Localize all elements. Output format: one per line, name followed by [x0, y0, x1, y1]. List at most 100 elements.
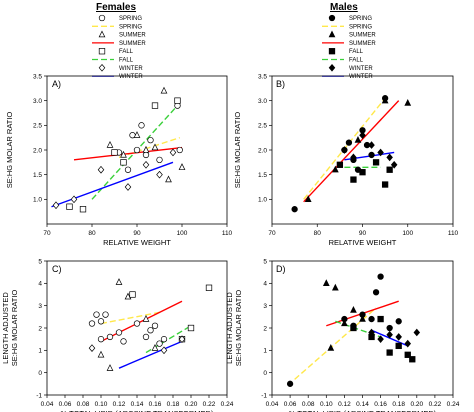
y-tick-label: 2.0 [33, 147, 42, 154]
x-tick-label: 0.06 [59, 401, 72, 408]
y-tick-label: 4 [38, 281, 42, 288]
panel-d: 0.04 0.06 0.08 0.10 0.12 0.14 0.16 0.18 0.20 0.22… [225, 258, 460, 412]
winter-point [413, 328, 421, 337]
winter-point [124, 183, 132, 191]
fall-point [187, 324, 195, 332]
y-tick-label: 1.5 [258, 172, 267, 179]
x-tick-label: 0.18 [392, 401, 405, 408]
spring-point [160, 336, 168, 343]
x-tick-label: 80 [88, 230, 96, 237]
y-tick-label: 1 [263, 348, 267, 355]
x-tick-label: 0.10 [95, 401, 108, 408]
spring-point [372, 289, 380, 296]
winter-fit-line [51, 161, 174, 208]
x-tick-label: 0.04 [266, 401, 279, 408]
fall-point [129, 291, 136, 298]
legend-triangle-marker [328, 30, 336, 38]
panel-label: C) [52, 264, 62, 274]
legend-square-marker [98, 48, 106, 55]
spring-point [138, 122, 145, 129]
x-tick-label: 110 [222, 230, 233, 237]
summer-point [133, 131, 141, 138]
winter-point [377, 335, 384, 344]
summer-point [151, 143, 159, 151]
winter-point [377, 148, 384, 157]
x-tick-label: 0.08 [302, 401, 315, 408]
panel-b: 70 80 90 100 110 1.0 1.5 2.0 2.5 3.0 3.5 RELATIVE W… [233, 73, 459, 247]
winter-point [395, 333, 402, 341]
y-axis-label: SE:HG MOLAR RATIO [233, 112, 242, 189]
legend-label: SPRING [349, 24, 372, 30]
summer-point [331, 283, 339, 291]
panel-a: 70 80 90 100 110 1.0 1.5 2.0 2.5 3.0 3.5 RELATIVE W… [5, 73, 233, 247]
legend-label: WINTER [349, 66, 373, 72]
summer-fit-line [73, 146, 183, 161]
legend-label: SUMMER [119, 41, 146, 47]
spring-point [368, 151, 375, 159]
winter-point [142, 160, 150, 169]
legend-label: SUMMER [349, 41, 376, 47]
spring-point [115, 329, 123, 336]
y-tick-label: 3.5 [33, 73, 42, 80]
winter-point [169, 148, 177, 157]
y-tick-label: 0 [263, 370, 267, 377]
winter-point [368, 141, 375, 149]
x-tick-label: 0.10 [320, 401, 333, 408]
y-axis-label: LENGTH ADJUSTED [225, 292, 234, 364]
legend-label: SPRING [349, 16, 372, 22]
y-axis-label-line2: SE:HG MOLAR RATIO [234, 290, 243, 367]
x-axis-label: RELATIVE WEIGHT [103, 238, 171, 247]
summer-fit-line [100, 300, 183, 343]
legend-label: FALL [349, 58, 364, 64]
y-tick-label: 3 [38, 303, 42, 310]
legend-diamond-marker [328, 63, 336, 72]
summer-point [142, 314, 150, 322]
spring-point [147, 327, 154, 334]
winter-point [404, 339, 412, 348]
y-tick-label: 1.5 [33, 172, 42, 179]
fall-point [79, 206, 87, 213]
males-legend: SPRING SPRING SUMMER SUMMER FALL FALL WINTER WI… [322, 14, 376, 80]
legend-square-marker [328, 48, 336, 55]
summer-point [327, 344, 335, 351]
panel-label: D) [276, 264, 286, 274]
winter-point [160, 346, 168, 355]
summer-point [304, 195, 312, 202]
y-tick-label: 2.5 [258, 123, 267, 130]
summer-point [354, 136, 362, 143]
winter-point [156, 170, 163, 179]
x-tick-label: 0.22 [203, 401, 216, 408]
summer-point [106, 364, 114, 371]
y-axis-label: LENGTH ADJUSTED [1, 292, 10, 364]
summer-point [97, 350, 105, 358]
winter-point [390, 160, 398, 169]
x-tick-label: 0.16 [149, 401, 162, 408]
fall-point [120, 159, 127, 166]
legend-label: WINTER [119, 74, 143, 80]
spring-point [133, 320, 141, 327]
summer-point [331, 165, 339, 173]
summer-point [151, 344, 159, 351]
panel-label: A) [52, 79, 61, 89]
y-tick-label: 5 [263, 258, 267, 265]
spring-point [133, 146, 141, 154]
spring-point [142, 333, 150, 341]
fall-point [205, 284, 213, 291]
legend-label: SUMMER [119, 33, 146, 39]
y-tick-label: -1 [36, 392, 42, 399]
fall-point [350, 324, 357, 332]
x-tick-label: 90 [359, 230, 367, 237]
winter-point [341, 146, 348, 154]
summer-point [350, 306, 357, 313]
fall-point [381, 181, 389, 188]
winter-fit-line [118, 340, 183, 369]
summer-point [178, 163, 186, 170]
spring-point [88, 320, 96, 327]
y-tick-label: 2.0 [258, 147, 267, 154]
summer-point [106, 140, 114, 148]
fall-point [336, 161, 344, 168]
plot-frame [271, 260, 454, 396]
x-tick-label: 0.08 [77, 401, 90, 408]
panel-label: B) [276, 79, 285, 89]
